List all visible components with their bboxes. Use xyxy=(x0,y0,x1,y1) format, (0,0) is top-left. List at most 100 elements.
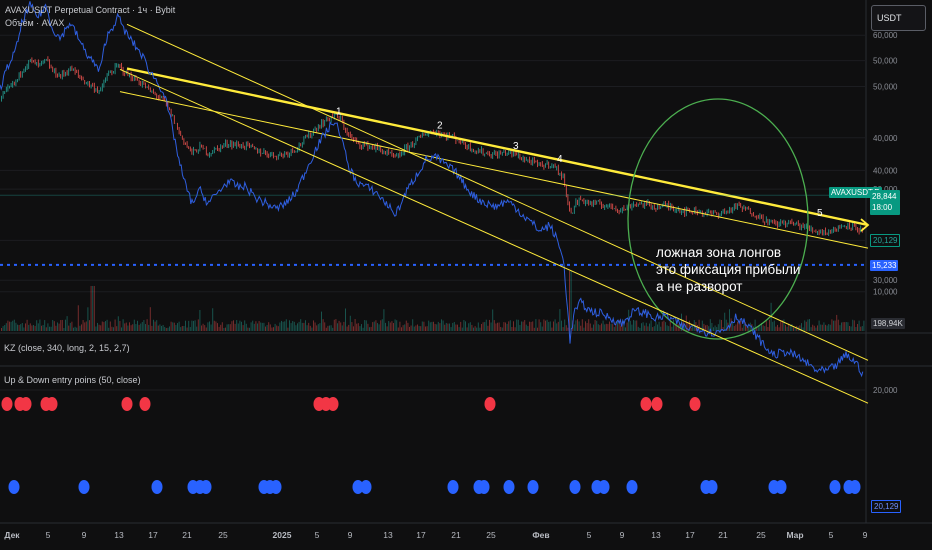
volume-bar xyxy=(389,322,391,331)
volume-bar xyxy=(713,327,714,331)
volume-bar xyxy=(556,323,558,331)
volume-bar xyxy=(661,321,663,331)
volume-bar xyxy=(213,320,215,331)
volume-bar xyxy=(170,321,172,331)
volume-bar xyxy=(482,322,484,331)
x-tick-label: 17 xyxy=(685,530,695,540)
volume-bar xyxy=(697,324,698,331)
volume-bar xyxy=(521,321,522,331)
volume-bar xyxy=(116,326,118,331)
volume-bar xyxy=(100,325,102,331)
volume-bar xyxy=(335,319,337,331)
volume-bar xyxy=(596,320,598,331)
volume-bar xyxy=(673,319,674,331)
volume-bar xyxy=(325,327,327,331)
volume-bar xyxy=(12,320,14,331)
volume-bar xyxy=(193,320,194,331)
volume-bar xyxy=(1,327,2,331)
volume-bar xyxy=(714,325,716,331)
volume-label: Объём · AVAX xyxy=(5,18,65,28)
volume-bar xyxy=(447,323,449,331)
volume-bar xyxy=(468,323,470,331)
wave-label: 5 xyxy=(817,208,823,219)
currency-selector[interactable]: USDT xyxy=(871,5,926,31)
x-tick-label: 9 xyxy=(620,530,625,540)
volume-bar xyxy=(308,322,310,331)
volume-bar xyxy=(466,327,468,331)
volume-bar xyxy=(44,320,46,331)
volume-bar xyxy=(37,323,39,331)
volume-bar xyxy=(633,319,634,331)
volume-bar xyxy=(769,319,770,331)
volume-bar xyxy=(573,324,575,331)
x-tick-label: 5 xyxy=(46,530,51,540)
y-tick-label: 60,000 xyxy=(873,31,898,40)
volume-bar xyxy=(757,326,759,331)
volume-bar xyxy=(618,320,620,331)
volume-bar xyxy=(7,320,9,331)
volume-bar xyxy=(484,322,486,331)
volume-bar xyxy=(340,322,342,331)
volume-bar xyxy=(204,325,206,331)
volume-bar xyxy=(103,322,105,331)
volume-bar xyxy=(761,322,762,331)
volume-bar xyxy=(722,326,724,331)
volume-bar xyxy=(449,323,450,331)
volume-bar xyxy=(809,319,810,331)
volume-bar xyxy=(109,321,111,331)
volume-bar xyxy=(215,321,217,331)
volume-bar xyxy=(410,325,412,331)
volume-bar xyxy=(221,322,223,331)
volume-bar xyxy=(97,322,98,331)
indicator-updown-label[interactable]: Up & Down entry poins (50, close) xyxy=(4,375,141,385)
volume-bar xyxy=(594,320,596,331)
volume-bar xyxy=(828,324,830,331)
volume-bar xyxy=(95,326,97,331)
volume-bar xyxy=(317,324,319,331)
volume-bar xyxy=(119,321,121,331)
volume-bar xyxy=(383,309,385,331)
sell-signal-dot xyxy=(651,397,663,411)
volume-bar xyxy=(804,320,806,331)
volume-bar xyxy=(668,326,670,331)
volume-bar xyxy=(706,324,708,331)
volume-bar xyxy=(705,325,706,331)
volume-bar xyxy=(732,322,734,331)
volume-bar xyxy=(415,325,417,331)
indicator-kz-label[interactable]: KZ (close, 340, long, 2, 15, 2,7) xyxy=(4,343,130,353)
volume-bar xyxy=(154,321,156,331)
volume-bar xyxy=(20,324,22,331)
volume-bar xyxy=(452,322,454,331)
volume-bar xyxy=(178,321,180,331)
volume-bar xyxy=(754,319,756,331)
volume-bar xyxy=(140,323,142,331)
volume-bar xyxy=(346,326,348,331)
volume-bar xyxy=(799,325,801,331)
volume-bar xyxy=(743,324,745,331)
volume-bar xyxy=(423,321,425,331)
volume-bar xyxy=(49,326,50,331)
volume-bar xyxy=(292,321,294,331)
x-tick-label: 9 xyxy=(82,530,87,540)
volume-bar xyxy=(375,320,377,331)
volume-bar xyxy=(506,323,508,331)
volume-bar xyxy=(471,324,473,331)
volume-bar xyxy=(503,322,505,331)
volume-bar xyxy=(255,321,257,331)
volume-bar xyxy=(749,322,751,331)
sell-signal-dot xyxy=(121,397,133,411)
volume-bar xyxy=(287,327,289,331)
volume-bar xyxy=(146,319,148,331)
volume-bar xyxy=(863,320,865,331)
volume-bar xyxy=(370,326,372,331)
volume-bar xyxy=(92,286,94,331)
volume-bar xyxy=(733,326,735,331)
volume-bar xyxy=(588,319,590,331)
volume-bar xyxy=(460,321,462,331)
volume-bar xyxy=(823,322,825,331)
volume-bar xyxy=(759,326,761,331)
volume-bar xyxy=(393,323,394,331)
volume-bar xyxy=(778,327,780,331)
volume-bar xyxy=(93,286,95,331)
